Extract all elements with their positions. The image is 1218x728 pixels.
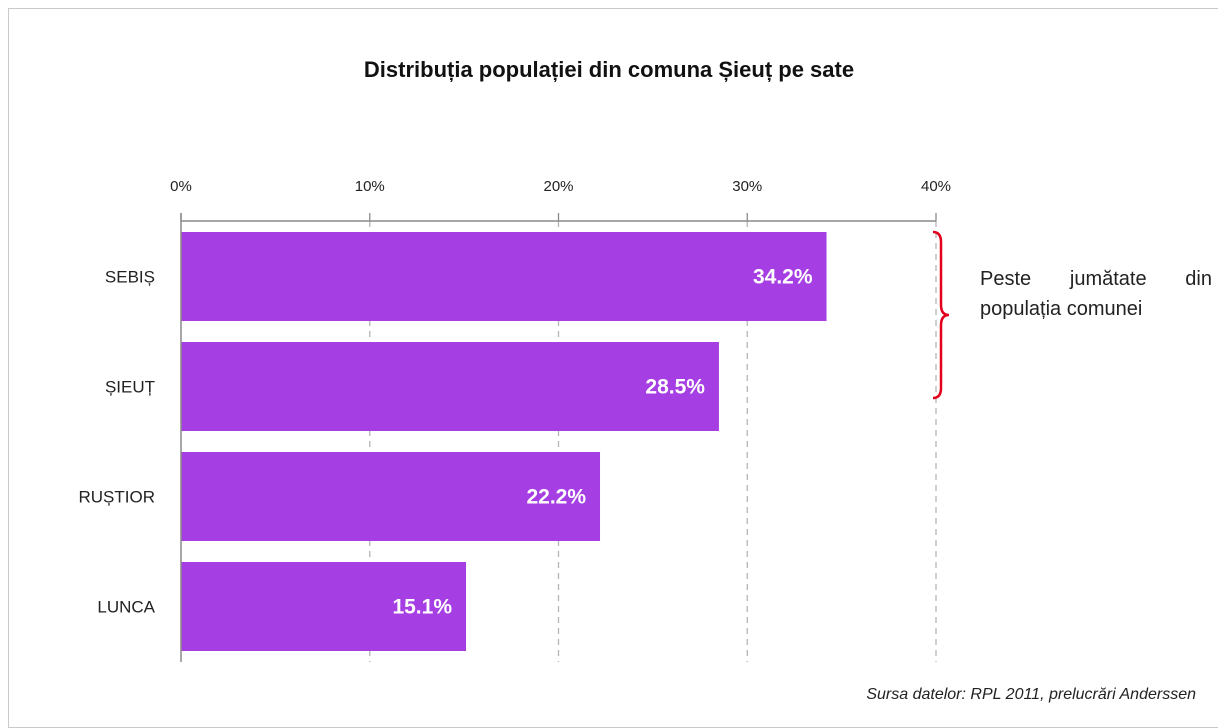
bar [181,452,601,541]
annotation-line-2: populația comunei [980,298,1143,320]
axis-layer: 0% 10% 20% 30% 40% SEBIȘ ȘIEUȚ RUȘTIOR LUNCA [79,178,951,662]
bar [181,342,719,431]
x-tick-label: 20% [543,178,573,195]
annotation-text: Peste jumătate din populația comunei [980,264,1212,324]
annotation-line-1: Peste jumătate din [980,268,1212,290]
category-label: SEBIȘ [105,268,155,287]
category-label: RUȘTIOR [79,488,156,507]
x-tick-label: 0% [170,178,192,195]
x-tick-label: 40% [921,178,951,195]
bar-chart: 34.2% 28.5% 22.2% 15.1% 0% 10% 20% 30% 40% SEBIȘ… [79,178,951,662]
bar-value-label: 15.1% [392,596,452,619]
bars-layer: 34.2% 28.5% 22.2% 15.1% [181,232,827,651]
category-label: LUNCA [97,598,155,617]
bar-value-label: 28.5% [645,376,705,399]
bar-value-label: 34.2% [753,266,813,289]
x-tick-label: 10% [355,178,385,195]
annotation-layer [932,230,950,400]
source-note: Sursa datelor: RPL 2011, prelucrări Ande… [866,686,1196,703]
annotation-bracket [932,230,950,400]
bar [181,562,467,651]
x-tick-label: 30% [732,178,762,195]
category-label: ȘIEUȚ [105,378,155,397]
bar [181,232,827,321]
chart-title: Distribuția populației din comuna Șieuț … [363,57,855,82]
bar-value-label: 22.2% [526,486,586,509]
